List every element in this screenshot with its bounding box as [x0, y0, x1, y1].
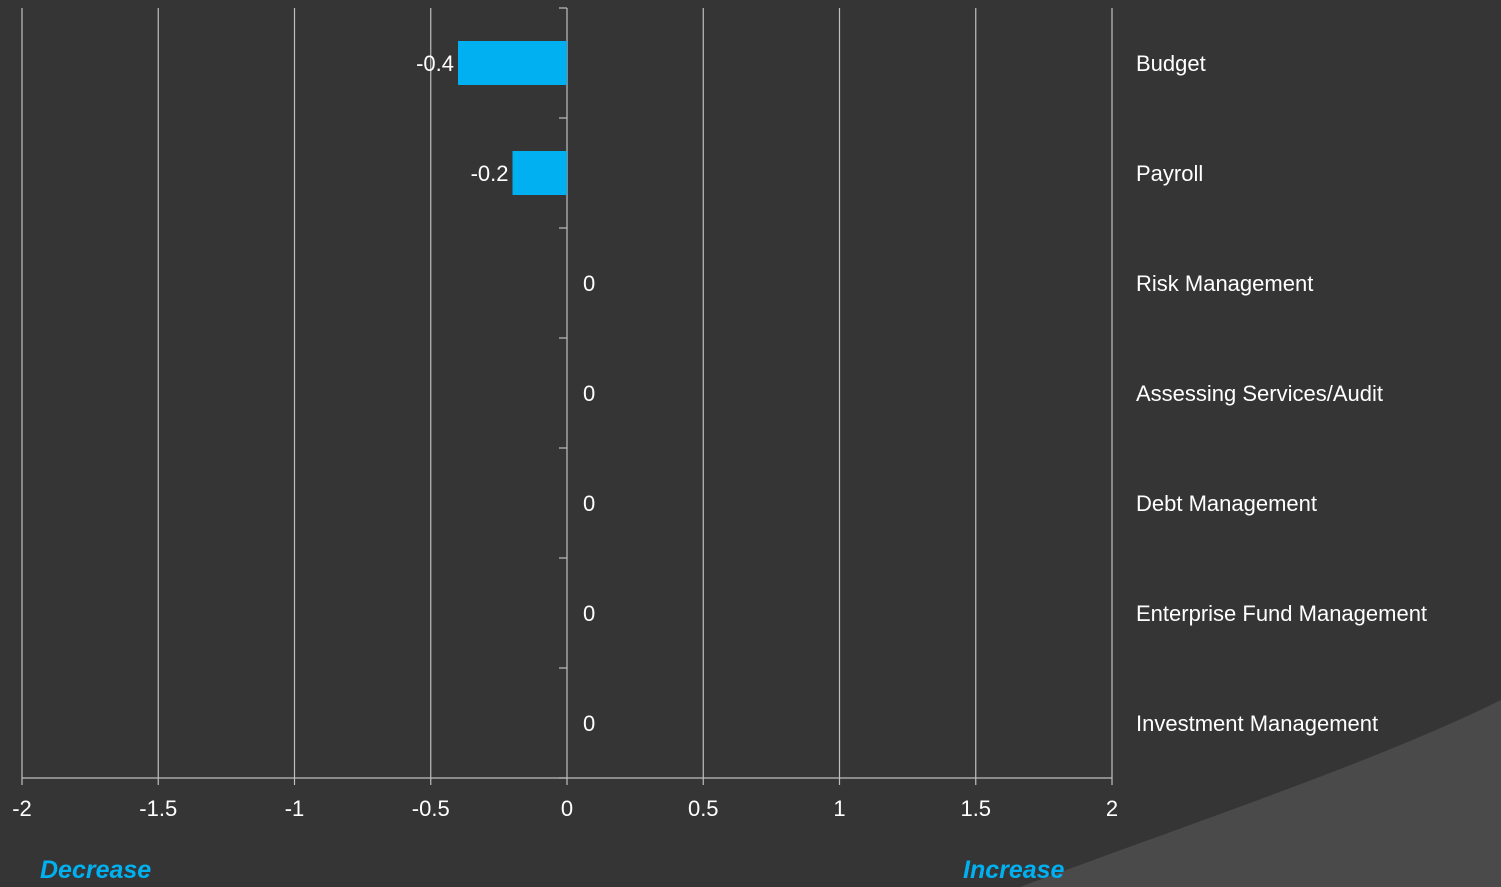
data-label-1: -0.2: [471, 161, 509, 186]
axes: [21, 7, 1113, 785]
data-label-2: 0: [583, 271, 595, 296]
x-tick-label-1: -1.5: [139, 796, 177, 821]
category-label-3: Assessing Services/Audit: [1136, 381, 1383, 406]
labels: -2 -1.5 -1 -0.5 0 0.5 1 1.5 2 -0.4 Budget -0.2 Payro…: [12, 51, 1427, 821]
x-tick-label-3: -0.5: [412, 796, 450, 821]
x-tick-label-0: -2: [12, 796, 32, 821]
data-label-5: 0: [583, 601, 595, 626]
data-label-0: -0.4: [416, 51, 454, 76]
bar-1: [512, 151, 567, 195]
category-label-0: Budget: [1136, 51, 1206, 76]
category-label-2: Risk Management: [1136, 271, 1313, 296]
corner-decoration: [1020, 700, 1501, 887]
x-tick-label-8: 2: [1106, 796, 1118, 821]
x-tick-label-7: 1.5: [960, 796, 991, 821]
decrease-label: Decrease: [40, 856, 152, 884]
category-label-5: Enterprise Fund Management: [1136, 601, 1427, 626]
gridlines: [21, 8, 1113, 778]
category-label-4: Debt Management: [1136, 491, 1317, 516]
x-tick-label-6: 1: [833, 796, 845, 821]
data-label-3: 0: [583, 381, 595, 406]
x-tick-label-4: 0: [561, 796, 573, 821]
category-label-6: Investment Management: [1136, 711, 1378, 736]
category-label-1: Payroll: [1136, 161, 1203, 186]
bar-0: [458, 41, 567, 85]
increase-label: Increase: [963, 856, 1065, 884]
x-tick-label-5: 0.5: [688, 796, 719, 821]
data-label-6: 0: [583, 711, 595, 736]
x-tick-label-2: -1: [285, 796, 305, 821]
data-label-4: 0: [583, 491, 595, 516]
bars: [458, 41, 567, 195]
